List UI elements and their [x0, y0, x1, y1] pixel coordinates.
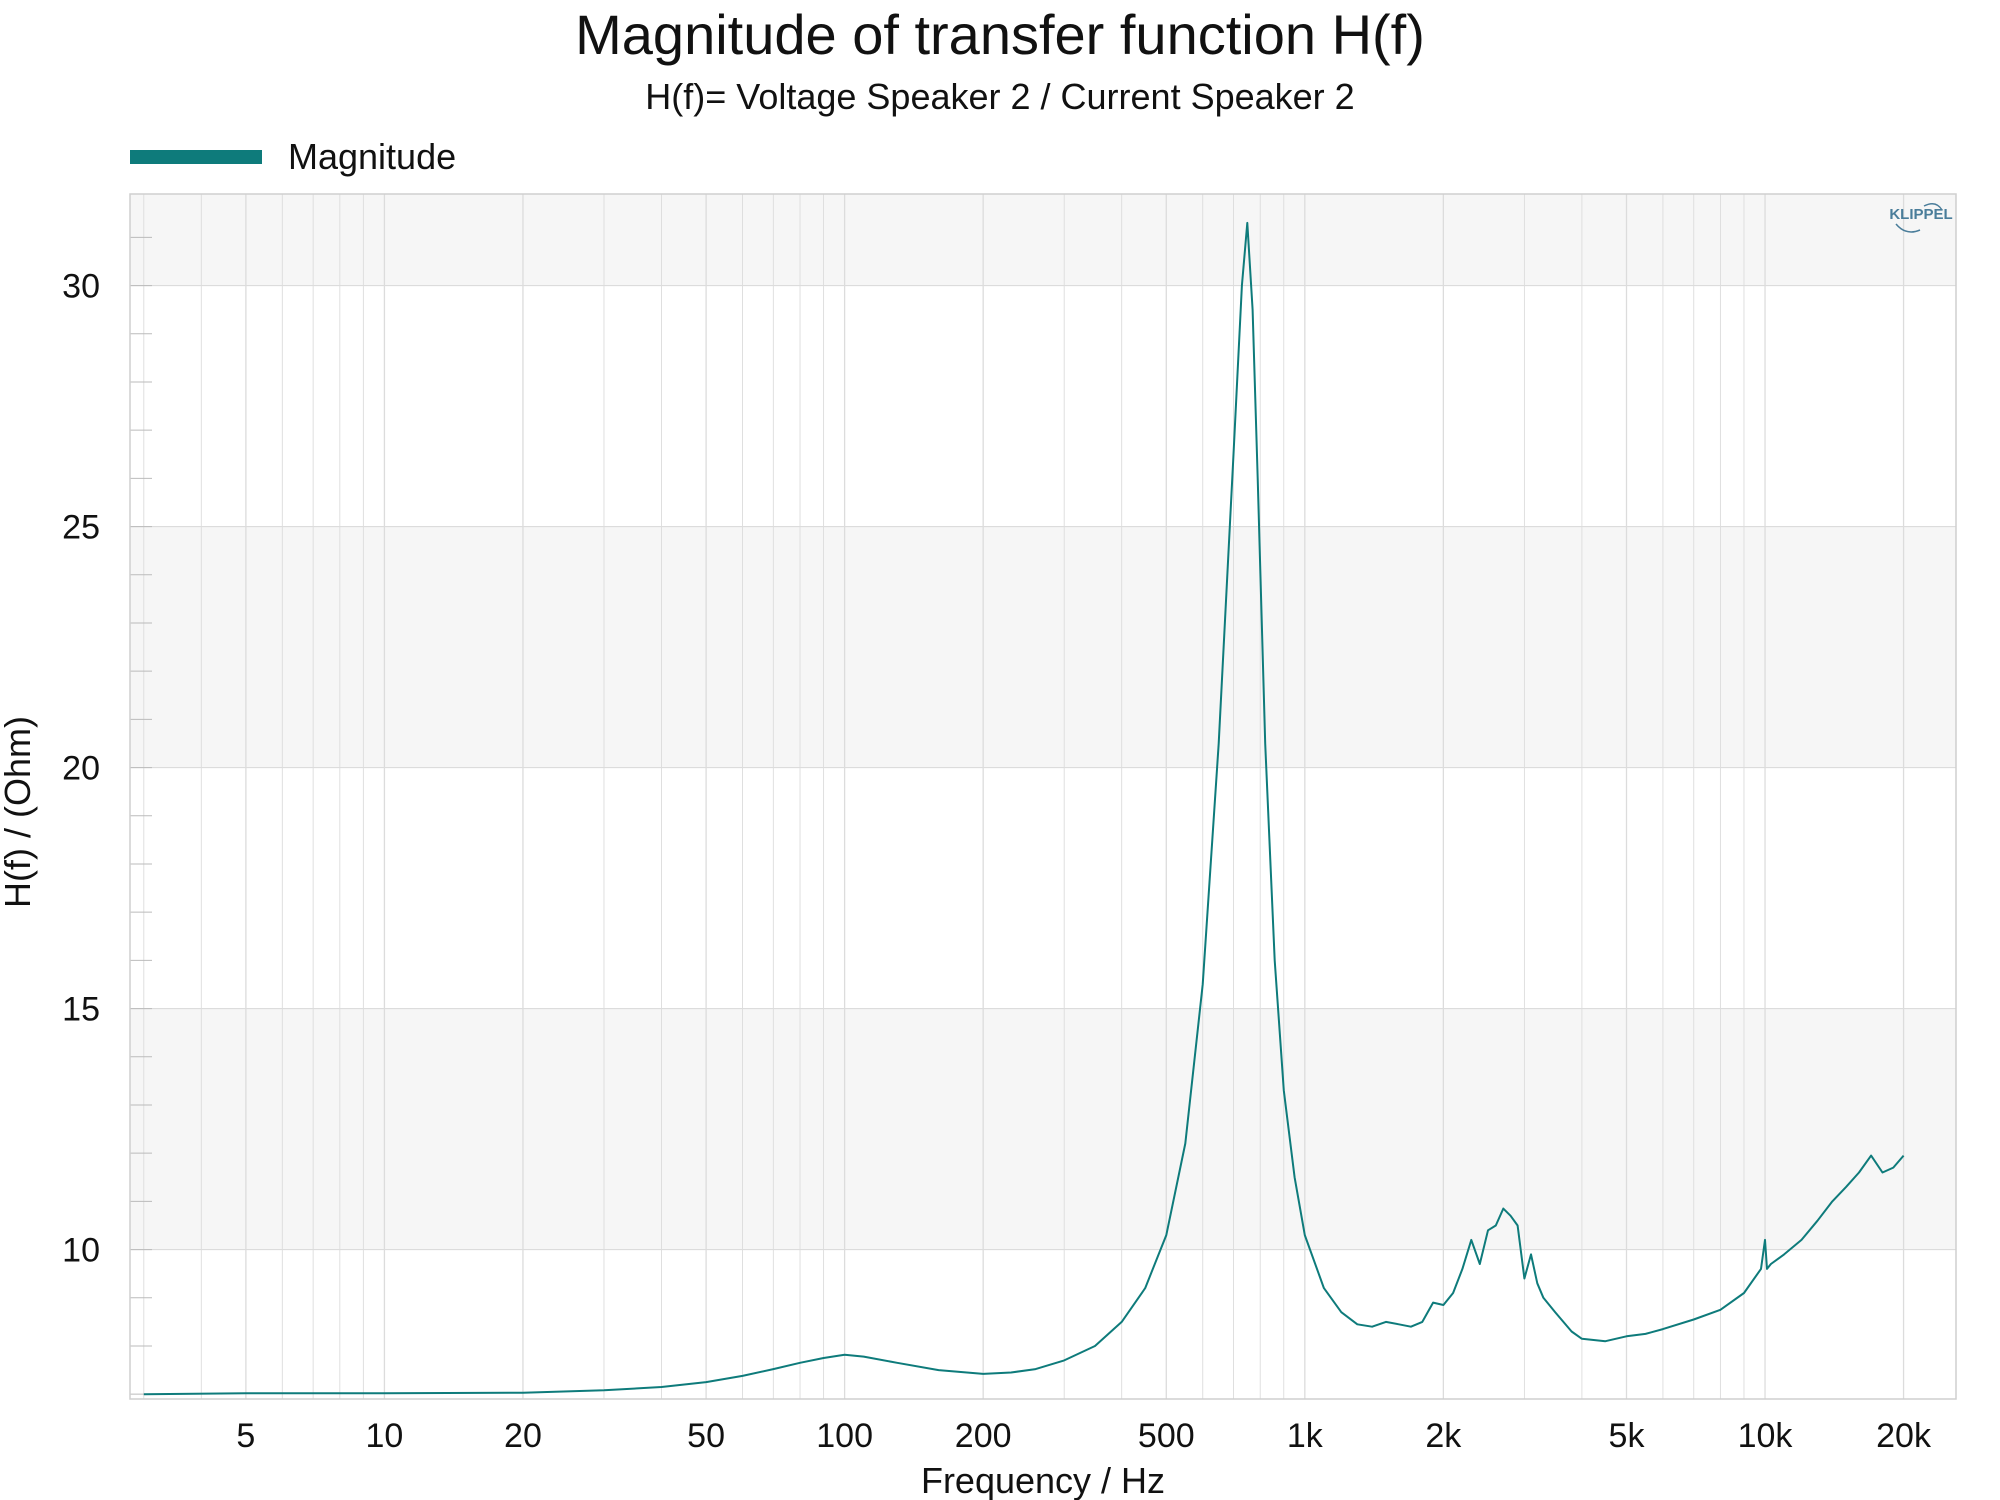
- y-tick-label: 10: [62, 1232, 100, 1270]
- chart-title: Magnitude of transfer function H(f): [575, 3, 1425, 66]
- chart-subtitle: H(f)= Voltage Speaker 2 / Current Speake…: [645, 76, 1355, 117]
- series-group: [143, 221, 1905, 1396]
- logo-swoosh-left: [1895, 223, 1921, 233]
- y-minor-ticks: [130, 236, 152, 1395]
- x-tick-label: 100: [816, 1417, 873, 1455]
- x-tick-label: 2k: [1425, 1417, 1462, 1455]
- y-axis-label: H(f) / (Ohm): [0, 716, 38, 908]
- x-tick-label: 20: [504, 1417, 542, 1455]
- x-tick-label: 5k: [1609, 1417, 1646, 1455]
- background-band: [130, 1008, 1956, 1250]
- x-tick-label: 50: [687, 1417, 725, 1455]
- background-band: [130, 526, 1956, 768]
- x-axis-label: Frequency / Hz: [921, 1460, 1165, 1500]
- watermark-text: KLIPPEL: [1889, 206, 1952, 223]
- y-tick-labels: 10 15 20 25 30: [62, 268, 100, 1270]
- y-tick-label: 15: [62, 991, 100, 1029]
- legend: Magnitude: [130, 132, 456, 182]
- x-tick-label: 10k: [1738, 1417, 1794, 1455]
- background-band: [130, 285, 1956, 527]
- klippel-logo: KLIPPEL: [1889, 203, 1953, 233]
- background-band: [130, 1249, 1956, 1399]
- plot-frame: [129, 193, 1957, 1400]
- background-band: [130, 767, 1956, 1009]
- logo-swoosh-right: [1923, 203, 1943, 211]
- y-tick-label: 20: [62, 750, 100, 788]
- y-tick-label: 25: [62, 509, 100, 547]
- background-band: [130, 194, 1956, 286]
- x-tick-label: 1k: [1287, 1417, 1324, 1455]
- x-tick-label: 500: [1138, 1417, 1195, 1455]
- x-tick-label: 20k: [1876, 1417, 1932, 1455]
- x-tick-label: 200: [955, 1417, 1012, 1455]
- grid-lines: [130, 194, 1956, 1399]
- y-tick-label: 30: [62, 268, 100, 306]
- background-bands: [130, 194, 1956, 1399]
- series-line-magnitude: [143, 221, 1905, 1396]
- x-tick-labels: 5 10 20 50 100 200 500 1k 2k 5k 10k 20k: [236, 1417, 1932, 1455]
- legend-swatch: [130, 150, 262, 164]
- legend-label: Magnitude: [288, 136, 457, 177]
- x-tick-label: 5: [236, 1417, 255, 1455]
- x-tick-label: 10: [366, 1417, 404, 1455]
